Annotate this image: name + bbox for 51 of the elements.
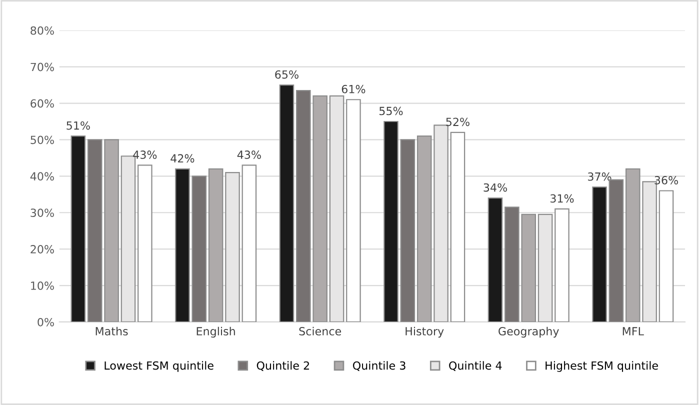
legend-label: Quintile 4 [449,361,502,372]
x-tick-label: MFL [622,327,644,336]
data-label: 55% [379,106,403,116]
x-tick-label: History [406,326,444,338]
bar [658,190,674,322]
y-tick-label: 50% [30,136,54,144]
legend-label: Quintile 2 [256,361,309,372]
bar [70,136,86,322]
data-label: 61% [342,84,366,94]
x-tick-label: Geography [498,326,559,338]
bar [242,164,257,322]
x-tick-label: English [196,326,235,338]
y-tick-label: 0% [38,318,54,326]
data-label: 31% [550,194,574,203]
bar [225,172,240,322]
bar [346,99,361,322]
bar [384,120,398,322]
y-tick-label: 70% [30,62,54,72]
bar [554,208,570,322]
bar [434,124,448,322]
y-tick-label: 10% [31,282,54,290]
bar [488,197,503,322]
legend-label: Lowest FSM quintile [104,361,214,372]
bar [450,132,466,322]
data-label: 65% [275,70,298,79]
legend-label: Highest FSM quintile [546,361,658,372]
bar [138,164,152,322]
data-label: 37% [588,172,612,181]
data-label: 36% [654,176,678,184]
x-tick-label: Maths [96,326,128,336]
data-label: 34% [484,183,507,192]
data-label: 43% [237,150,261,159]
legend-label: Quintile 3 [352,361,406,372]
data-label: 42% [170,154,194,163]
bar [538,214,553,322]
bar [416,136,432,322]
bar [592,186,607,322]
bar [208,168,224,322]
y-tick-label: 60% [30,99,54,108]
x-tick-label: Science [299,326,342,336]
data-label: 43% [133,150,157,159]
data-label: 52% [446,118,470,126]
bar [329,95,344,322]
y-tick-label: 30% [30,208,54,218]
y-tick-label: 80% [30,26,54,35]
data-label: 51% [66,121,90,130]
y-tick-label: 20% [30,245,54,254]
bar [608,179,624,322]
y-tick-label: 40% [30,172,54,181]
bar [279,84,294,322]
bar [400,139,416,322]
